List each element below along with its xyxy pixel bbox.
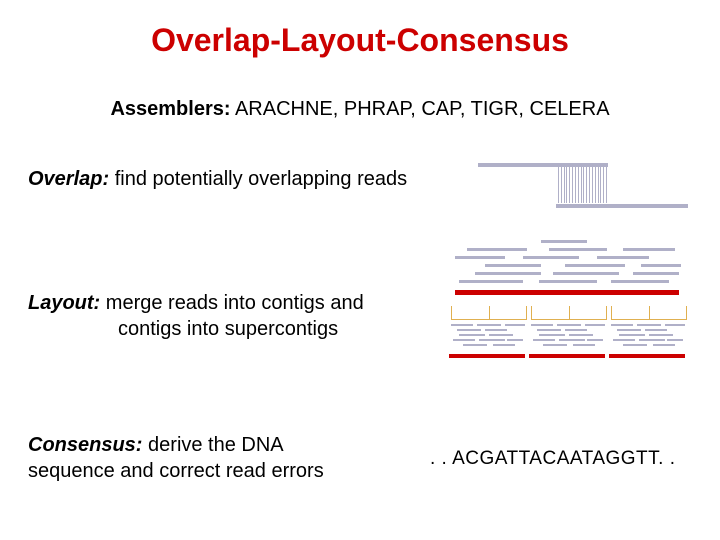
read-segment xyxy=(556,204,688,208)
read-segment xyxy=(565,329,587,331)
layout-desc2: contigs into supercontigs xyxy=(118,316,364,342)
read-segment xyxy=(559,339,585,341)
overlap-diagram xyxy=(478,160,688,218)
read-segment xyxy=(523,256,579,259)
overlap-tick xyxy=(600,167,601,203)
read-segment xyxy=(453,339,475,341)
contig-bar xyxy=(529,354,605,358)
read-segment xyxy=(637,324,661,326)
read-segment xyxy=(653,344,675,346)
read-segment xyxy=(597,256,649,259)
read-segment xyxy=(619,334,645,336)
read-segment xyxy=(485,264,541,267)
overlap-tick xyxy=(569,167,570,203)
overlap-tick xyxy=(603,167,604,203)
overlap-tick xyxy=(581,167,582,203)
read-segment xyxy=(489,334,513,336)
read-segment xyxy=(475,272,541,275)
read-segment xyxy=(553,272,619,275)
overlap-tick xyxy=(595,167,596,203)
overlap-tick xyxy=(566,167,567,203)
read-segment xyxy=(507,339,523,341)
read-segment xyxy=(537,329,561,331)
overlap-tick xyxy=(589,167,590,203)
contig-bar xyxy=(449,354,525,358)
overlap-tick xyxy=(564,167,565,203)
assemblers-line: Assemblers: ARACHNE, PHRAP, CAP, TIGR, C… xyxy=(0,98,720,121)
read-segment xyxy=(557,324,581,326)
consensus-text: Consensus: derive the DNA sequence and c… xyxy=(28,432,324,484)
read-segment xyxy=(493,344,515,346)
assemblers-list: ARACHNE, PHRAP, CAP, TIGR, CELERA xyxy=(235,98,610,120)
contig-bar xyxy=(455,290,679,295)
read-segment xyxy=(623,344,647,346)
read-segment xyxy=(543,344,567,346)
overlap-tick xyxy=(586,167,587,203)
overlap-tick xyxy=(572,167,573,203)
consensus-sequence: . . ACGATTACAATAGGTT. . xyxy=(430,448,676,470)
overlap-tick xyxy=(598,167,599,203)
read-segment xyxy=(539,334,565,336)
overlap-tick xyxy=(578,167,579,203)
layout-diagram xyxy=(445,240,695,378)
read-segment xyxy=(641,264,681,267)
overlap-tick xyxy=(558,167,559,203)
read-segment xyxy=(613,339,635,341)
bracket xyxy=(531,306,607,320)
read-segment xyxy=(633,272,679,275)
read-segment xyxy=(549,248,607,251)
consensus-desc2: sequence and correct read errors xyxy=(28,460,324,482)
assemblers-label: Assemblers: xyxy=(110,98,230,120)
read-segment xyxy=(617,329,641,331)
read-segment xyxy=(477,324,501,326)
read-segment xyxy=(463,344,487,346)
read-segment xyxy=(459,334,485,336)
read-segment xyxy=(541,240,587,243)
layout-label: Layout: xyxy=(28,292,100,314)
read-segment xyxy=(569,334,593,336)
overlap-tick xyxy=(583,167,584,203)
read-segment xyxy=(649,334,673,336)
consensus-desc1: derive the DNA xyxy=(148,434,284,456)
read-segment xyxy=(623,248,675,251)
overlap-text: Overlap: find potentially overlapping re… xyxy=(28,168,407,191)
overlap-desc: find potentially overlapping reads xyxy=(115,168,407,190)
overlap-tick xyxy=(606,167,607,203)
read-segment xyxy=(505,324,525,326)
overlap-tick xyxy=(575,167,576,203)
read-segment xyxy=(451,324,473,326)
read-segment xyxy=(479,339,505,341)
layout-text: Layout: merge reads into contigs and con… xyxy=(28,290,364,342)
read-segment xyxy=(533,339,555,341)
read-segment xyxy=(585,324,605,326)
read-segment xyxy=(665,324,685,326)
read-segment xyxy=(457,329,481,331)
read-segment xyxy=(573,344,595,346)
slide-title: Overlap-Layout-Consensus xyxy=(0,22,720,59)
read-segment xyxy=(645,329,667,331)
read-segment xyxy=(587,339,603,341)
layout-desc1: merge reads into contigs and xyxy=(106,292,364,314)
read-segment xyxy=(531,324,553,326)
contig-bar xyxy=(609,354,685,358)
read-segment xyxy=(485,329,507,331)
read-segment xyxy=(539,280,597,283)
read-segment xyxy=(667,339,683,341)
read-segment xyxy=(611,280,669,283)
read-segment xyxy=(611,324,633,326)
overlap-label: Overlap: xyxy=(28,168,109,190)
bracket xyxy=(611,306,687,320)
overlap-tick xyxy=(592,167,593,203)
read-segment xyxy=(467,248,527,251)
read-segment xyxy=(455,256,505,259)
bracket xyxy=(451,306,527,320)
overlap-tick xyxy=(561,167,562,203)
read-segment xyxy=(565,264,625,267)
consensus-label: Consensus: xyxy=(28,434,142,456)
read-segment xyxy=(639,339,665,341)
read-segment xyxy=(459,280,523,283)
